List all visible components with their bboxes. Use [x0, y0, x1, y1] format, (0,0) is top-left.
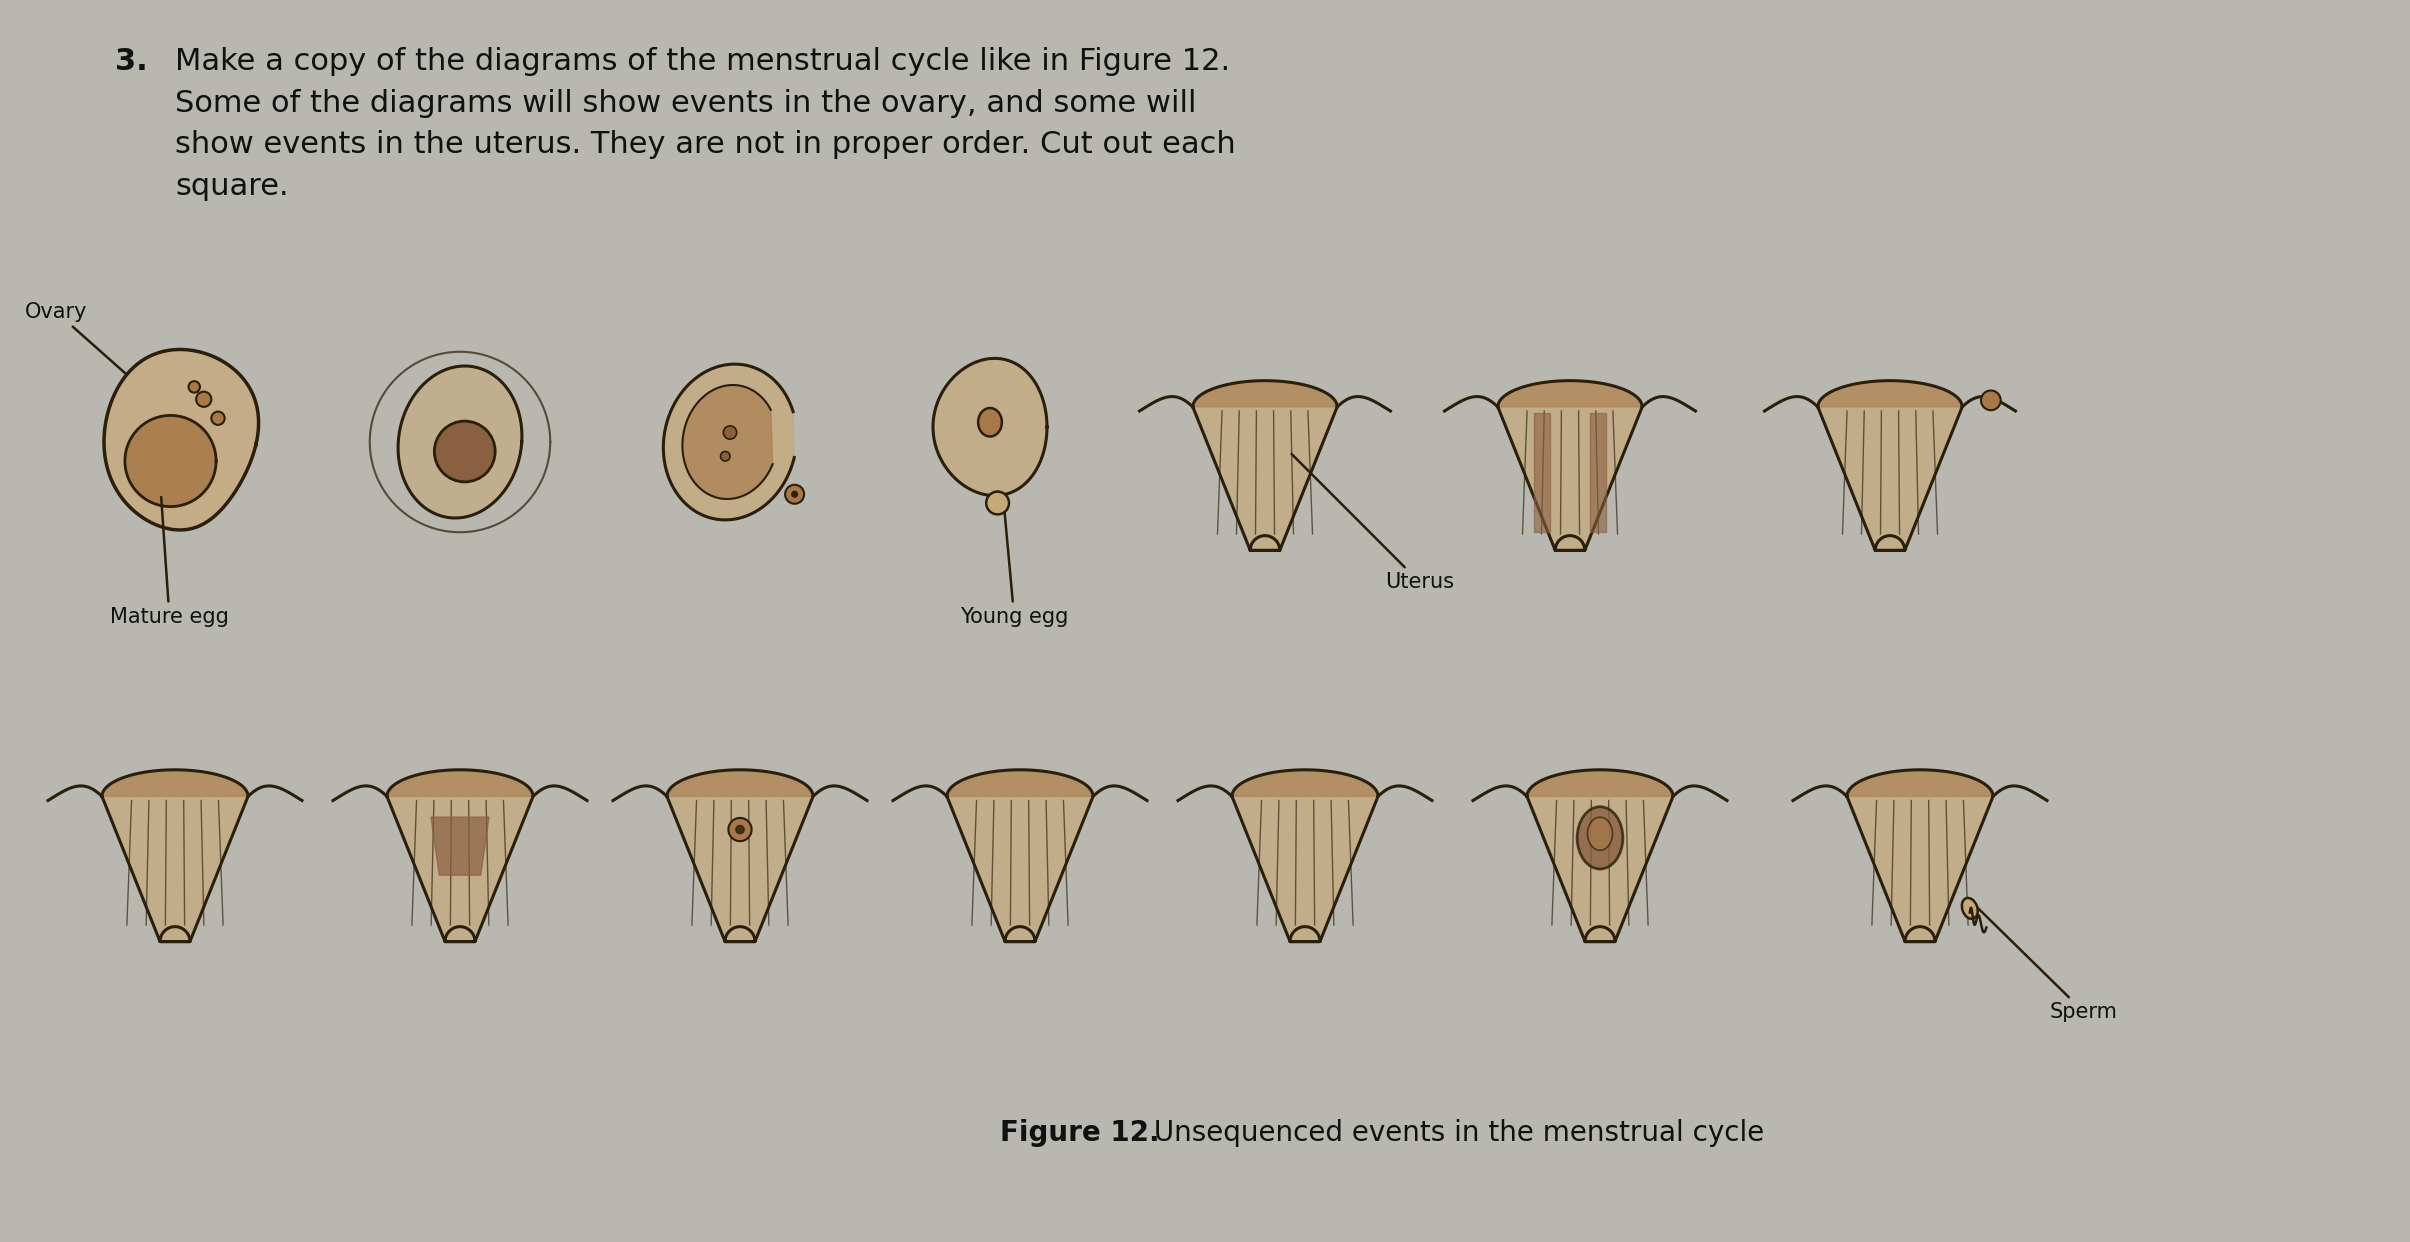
- Polygon shape: [125, 415, 217, 507]
- Polygon shape: [682, 385, 774, 499]
- Polygon shape: [933, 359, 1046, 496]
- Polygon shape: [398, 366, 523, 518]
- Text: Young egg: Young egg: [959, 512, 1068, 627]
- Circle shape: [434, 421, 494, 482]
- Polygon shape: [1817, 380, 1962, 407]
- Text: Sperm: Sperm: [1974, 904, 2118, 1022]
- Circle shape: [721, 452, 730, 461]
- Polygon shape: [104, 349, 258, 530]
- Polygon shape: [388, 770, 533, 796]
- Polygon shape: [1193, 380, 1338, 407]
- Polygon shape: [388, 770, 533, 941]
- Text: Make a copy of the diagrams of the menstrual cycle like in Figure 12.
Some of th: Make a copy of the diagrams of the menst…: [176, 47, 1236, 201]
- Polygon shape: [431, 817, 489, 876]
- Text: Mature egg: Mature egg: [111, 497, 229, 627]
- Polygon shape: [1232, 770, 1379, 796]
- Polygon shape: [1846, 770, 1993, 941]
- Polygon shape: [947, 770, 1094, 796]
- Circle shape: [195, 391, 212, 407]
- Polygon shape: [1232, 770, 1379, 941]
- Ellipse shape: [978, 409, 1003, 436]
- Polygon shape: [1528, 770, 1673, 941]
- Circle shape: [728, 818, 752, 841]
- Circle shape: [735, 826, 745, 833]
- Ellipse shape: [1576, 807, 1622, 869]
- Text: Uterus: Uterus: [1292, 455, 1453, 592]
- Ellipse shape: [1588, 817, 1612, 851]
- Circle shape: [188, 381, 200, 392]
- Circle shape: [793, 492, 798, 497]
- Ellipse shape: [1962, 898, 1979, 919]
- Circle shape: [986, 492, 1010, 514]
- Text: Figure 12.: Figure 12.: [1000, 1119, 1159, 1148]
- Polygon shape: [663, 364, 795, 520]
- Circle shape: [1981, 390, 2000, 410]
- Polygon shape: [1193, 380, 1338, 550]
- Polygon shape: [947, 770, 1094, 941]
- Text: Ovary: Ovary: [24, 302, 125, 374]
- Polygon shape: [668, 770, 812, 941]
- Circle shape: [212, 411, 224, 425]
- Polygon shape: [101, 770, 248, 796]
- Circle shape: [786, 484, 805, 504]
- Circle shape: [723, 426, 737, 440]
- Polygon shape: [1846, 770, 1993, 796]
- Polygon shape: [1817, 380, 1962, 550]
- Polygon shape: [1528, 770, 1673, 796]
- Text: Unsequenced events in the menstrual cycle: Unsequenced events in the menstrual cycl…: [1145, 1119, 1764, 1148]
- Text: 3.: 3.: [116, 47, 147, 76]
- Polygon shape: [1499, 380, 1641, 550]
- Polygon shape: [1499, 380, 1641, 407]
- Polygon shape: [101, 770, 248, 941]
- Polygon shape: [668, 770, 812, 796]
